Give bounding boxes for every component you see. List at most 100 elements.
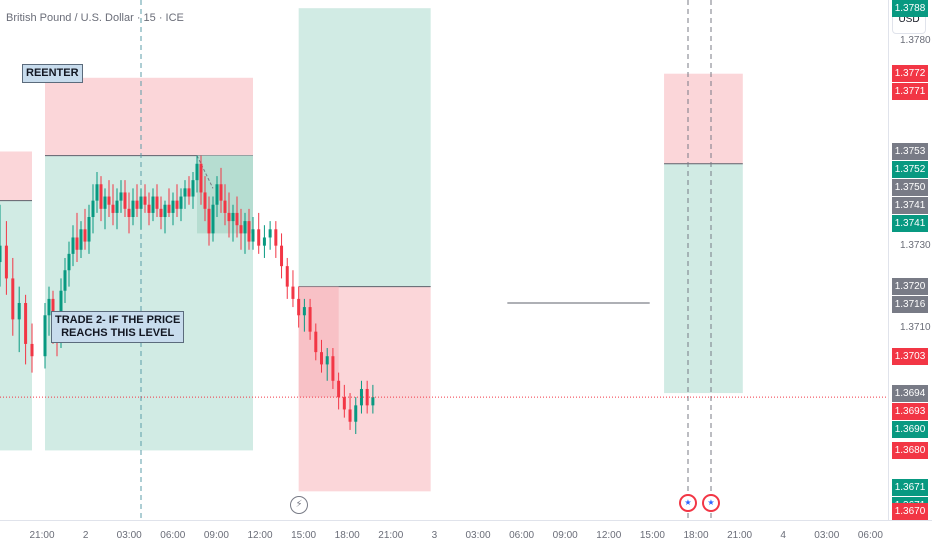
candle-body (163, 204, 167, 218)
candle-body (179, 196, 183, 209)
trade2-line2: REACHS THIS LEVEL (61, 327, 175, 339)
chart-canvas[interactable]: British Pound / U.S. Dollar · 15 · ICE R… (0, 0, 888, 520)
candle-body (123, 192, 127, 209)
candle-body (47, 298, 51, 316)
candle (371, 384, 375, 414)
position-short (298, 8, 431, 492)
time-tick: 06:00 (857, 530, 883, 541)
price-scale[interactable]: 1.3780 1.3730 1.3710 (888, 0, 932, 520)
candle-body (63, 270, 67, 291)
price-label: 1.3772 (892, 65, 928, 83)
us-flag-icon[interactable]: ★ (679, 494, 697, 512)
candle-body (215, 184, 219, 205)
price-label: 1.3720 (892, 278, 928, 296)
price-tick: 1.3730 (900, 239, 931, 251)
candle (139, 188, 143, 230)
reenter-label: REENTER (26, 67, 79, 79)
candle-body (257, 229, 261, 246)
price-label: 1.3741 (892, 214, 928, 232)
candle-body (75, 237, 79, 250)
candle-body (183, 188, 187, 197)
candle-body (342, 397, 346, 410)
candle-body (107, 196, 111, 205)
stop-zone (45, 77, 253, 156)
candle (280, 233, 284, 279)
time-tick: 15:00 (639, 530, 665, 541)
chart-svg (0, 0, 888, 520)
candle (231, 204, 235, 242)
candle (171, 192, 175, 226)
candle-body (262, 237, 266, 246)
candle (203, 176, 207, 222)
chart-grid (140, 0, 712, 520)
reenter-note[interactable]: REENTER (22, 64, 83, 83)
candle-body (243, 221, 247, 234)
candle (274, 221, 278, 258)
time-tick: 18:00 (683, 530, 709, 541)
candle (111, 184, 115, 226)
candle (359, 380, 363, 414)
candle (320, 339, 323, 373)
candle (348, 393, 352, 430)
candle (67, 241, 71, 287)
candle (239, 208, 243, 250)
candle-body (143, 196, 147, 205)
candle-body (297, 298, 301, 316)
candle (155, 184, 159, 218)
time-tick: 06:00 (509, 530, 535, 541)
candle-body (167, 204, 171, 213)
price-label: 1.3741 (892, 196, 928, 214)
candle-body (331, 356, 335, 381)
candle (342, 384, 346, 418)
candle-body (79, 229, 83, 250)
trade-path (196, 155, 214, 189)
time-tick: 09:00 (203, 530, 229, 541)
candle (262, 225, 266, 258)
candle-body (280, 245, 284, 267)
candle-body (131, 200, 135, 218)
candle (0, 204, 2, 287)
candle-body (155, 196, 159, 209)
candle-body (95, 184, 99, 201)
candle (297, 286, 301, 328)
candle-body (159, 208, 163, 218)
candle (63, 257, 67, 303)
candle-body (151, 196, 155, 213)
candle-body (348, 409, 352, 422)
candle (147, 192, 151, 226)
candle (99, 176, 103, 222)
candle-body (175, 200, 179, 209)
lightning-icon[interactable]: ⚡ (290, 496, 308, 514)
candle-body (314, 331, 318, 353)
candle-body (71, 237, 75, 254)
time-tick: 2 (82, 530, 89, 541)
candle (285, 257, 289, 299)
candle (215, 176, 219, 218)
candle-body (199, 163, 203, 193)
price-label: 1.3670 (892, 503, 928, 520)
time-tick: 03:00 (116, 530, 142, 541)
time-tick: 03:00 (814, 530, 840, 541)
candle-body (354, 405, 358, 422)
candle-body (223, 200, 227, 213)
time-tick: 12:00 (247, 530, 273, 541)
candle-body (171, 200, 175, 213)
price-label: 1.3703 (892, 347, 928, 365)
candle (235, 196, 239, 238)
candle (107, 180, 111, 218)
candle (257, 212, 261, 254)
candle-body (247, 221, 251, 242)
candle-body (251, 229, 255, 242)
trade2-note[interactable]: TRADE 2- IF THE PRICE REACHS THIS LEVEL (51, 311, 185, 343)
candle-body (87, 217, 91, 242)
candle (365, 380, 369, 414)
candle-body (4, 245, 8, 279)
position-long (664, 73, 743, 394)
candle-body (67, 253, 71, 271)
us-flag-icon[interactable]: ★ (702, 494, 720, 512)
price-label: 1.3753 (892, 142, 928, 160)
candle-body (24, 302, 28, 344)
candle (308, 298, 312, 340)
candle (79, 221, 83, 258)
time-scale[interactable]: 21:00 2 03:00 06:00 09:00 12:00 15:00 18:00 21:0… (0, 520, 932, 551)
